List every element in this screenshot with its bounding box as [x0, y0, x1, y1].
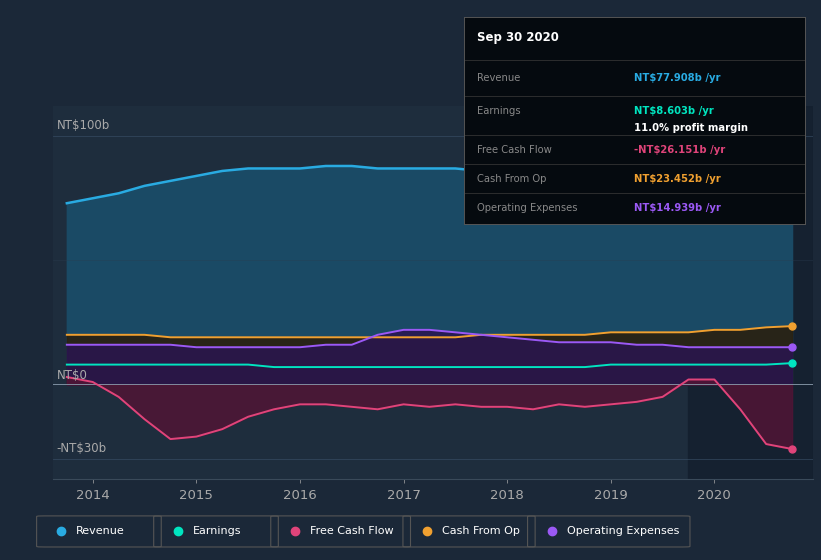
- Text: NT$0: NT$0: [57, 369, 87, 382]
- Text: Free Cash Flow: Free Cash Flow: [478, 146, 553, 156]
- Text: NT$23.452b /yr: NT$23.452b /yr: [635, 175, 721, 184]
- Text: Cash From Op: Cash From Op: [443, 526, 520, 535]
- Text: Operating Expenses: Operating Expenses: [478, 203, 578, 213]
- Text: Sep 30 2020: Sep 30 2020: [478, 31, 559, 44]
- Text: Revenue: Revenue: [478, 72, 521, 82]
- Text: Free Cash Flow: Free Cash Flow: [310, 526, 393, 535]
- Text: Cash From Op: Cash From Op: [478, 175, 547, 184]
- Text: Revenue: Revenue: [76, 526, 125, 535]
- Bar: [689, 106, 813, 479]
- Text: Earnings: Earnings: [193, 526, 241, 535]
- Text: NT$100b: NT$100b: [57, 119, 110, 133]
- Text: 11.0% profit margin: 11.0% profit margin: [635, 123, 748, 133]
- Text: -NT$30b: -NT$30b: [57, 442, 107, 455]
- Text: NT$14.939b /yr: NT$14.939b /yr: [635, 203, 721, 213]
- Text: NT$8.603b /yr: NT$8.603b /yr: [635, 106, 714, 116]
- Text: NT$77.908b /yr: NT$77.908b /yr: [635, 72, 721, 82]
- Text: Operating Expenses: Operating Expenses: [566, 526, 679, 535]
- Text: -NT$26.151b /yr: -NT$26.151b /yr: [635, 146, 726, 156]
- Text: Earnings: Earnings: [478, 106, 521, 116]
